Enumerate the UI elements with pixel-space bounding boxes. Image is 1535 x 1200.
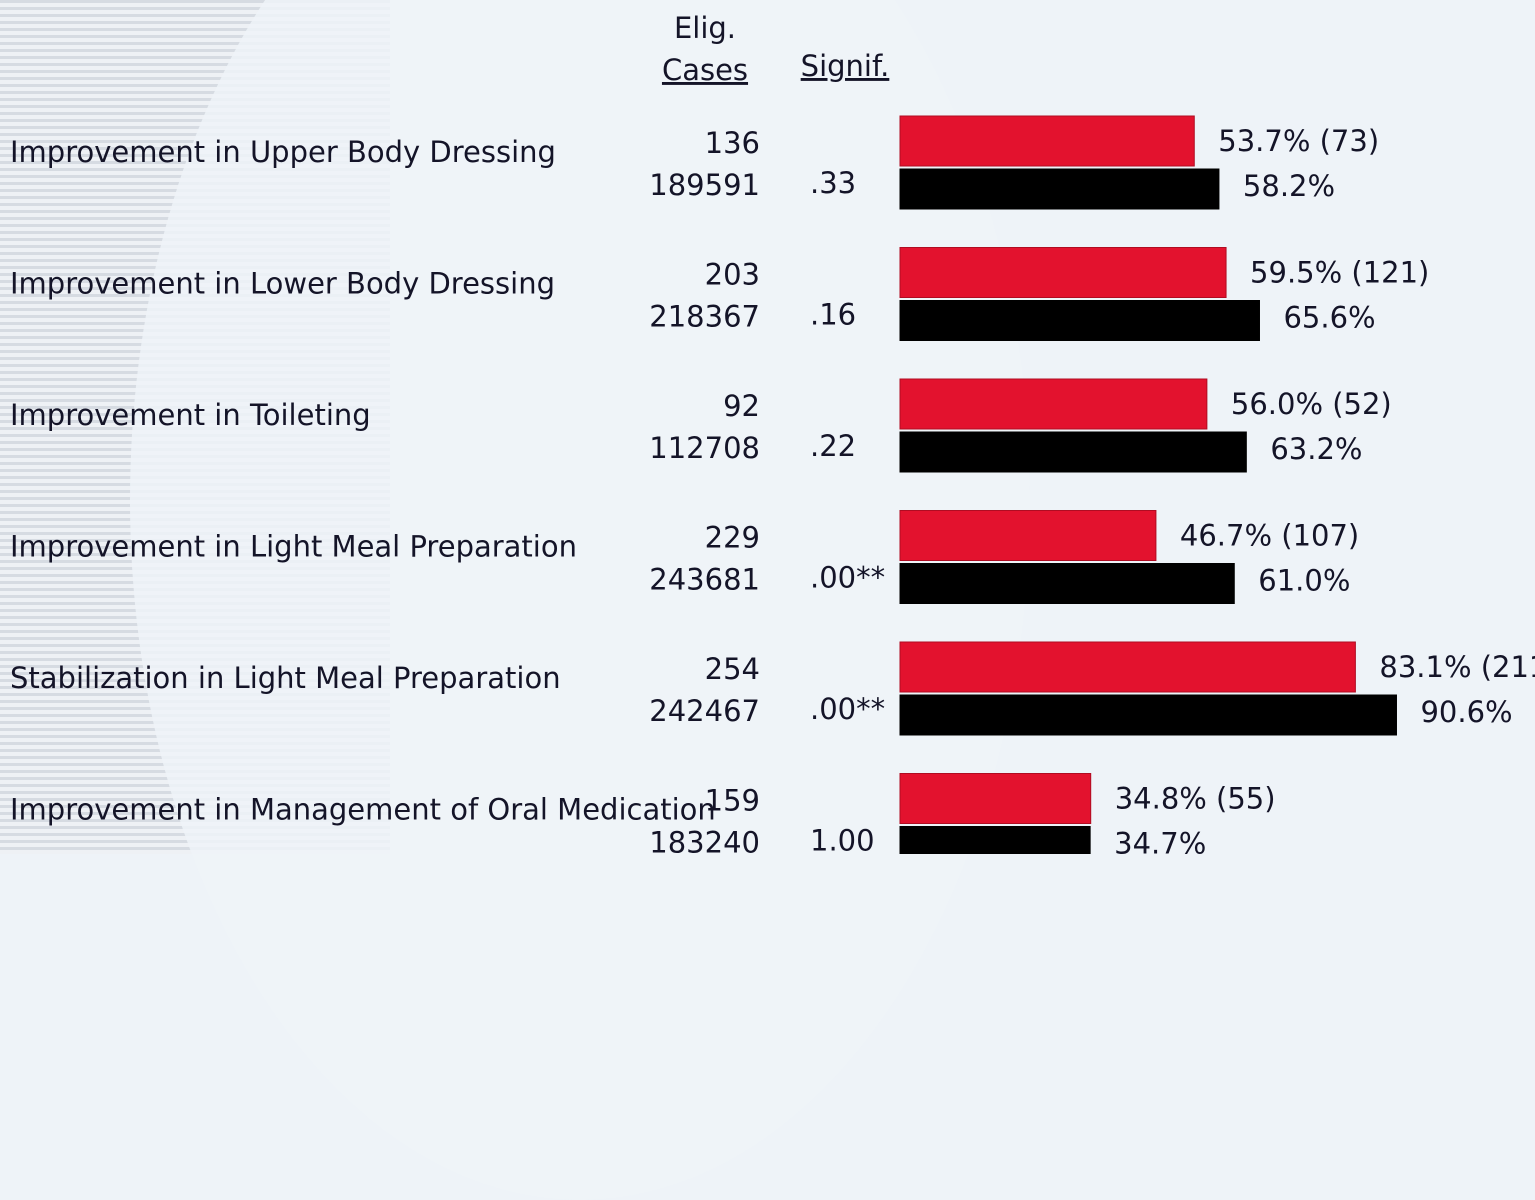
agency-cases: 229: [705, 521, 760, 555]
agency-cases: 203: [705, 258, 760, 292]
chart: Elig. Cases Signif. Improvement in Upper…: [10, 11, 1535, 855]
reference-cases: 218367: [649, 300, 760, 334]
row-label: Improvement in Light Meal Preparation: [10, 530, 577, 564]
signif-header: Signif.: [801, 49, 890, 83]
reference-bar: [899, 563, 1235, 604]
agency-cases: 159: [705, 784, 760, 818]
reference-bar: [899, 694, 1397, 736]
value-label: 61.0%: [1258, 564, 1350, 598]
reference-cases: 243681: [649, 563, 760, 597]
reference-cases: 189591: [649, 168, 760, 202]
value-label: 83.1% (211): [1379, 650, 1535, 684]
value-label: 53.7% (73): [1218, 124, 1379, 158]
value-label: 58.2%: [1243, 169, 1335, 203]
significance: 1.00: [810, 824, 875, 855]
agency-bar: [899, 510, 1157, 561]
significance: .22: [810, 429, 856, 463]
cases-header: Elig.: [674, 11, 736, 45]
agency-bar: [899, 115, 1195, 167]
reference-cases: 112708: [649, 431, 760, 465]
row-label: Stabilization in Light Meal Preparation: [10, 661, 561, 695]
row-label: Improvement in Lower Body Dressing: [10, 267, 555, 301]
reference-bar: [899, 300, 1260, 341]
significance: .16: [810, 298, 856, 332]
value-label: 34.7%: [1114, 827, 1206, 855]
value-label: 63.2%: [1270, 432, 1362, 466]
row-label: Improvement in Toileting: [10, 398, 371, 432]
value-label: 46.7% (107): [1180, 519, 1359, 553]
reference-bar: [899, 826, 1091, 854]
agency-cases: 92: [723, 389, 760, 423]
significance: .00**: [810, 561, 885, 595]
reference-bar: [899, 168, 1220, 210]
value-label: 65.6%: [1283, 301, 1375, 335]
reference-cases: 183240: [649, 826, 760, 855]
agency-bar: [899, 641, 1356, 693]
significance: .33: [810, 166, 856, 200]
value-label: 56.0% (52): [1231, 387, 1392, 421]
cases-header: Cases: [662, 53, 748, 87]
agency-cases: 254: [705, 652, 760, 686]
reference-cases: 242467: [649, 694, 760, 728]
significance: .00**: [810, 692, 885, 726]
value-label: 90.6%: [1420, 695, 1512, 729]
agency-bar: [899, 247, 1227, 298]
row-label: Improvement in Upper Body Dressing: [10, 135, 556, 169]
reference-bar: [899, 431, 1247, 473]
agency-bar: [899, 773, 1092, 824]
agency-cases: 136: [705, 126, 760, 160]
value-label: 59.5% (121): [1250, 256, 1429, 290]
row-label: Improvement in Management of Oral Medica…: [10, 793, 716, 827]
value-label: 34.8% (55): [1115, 782, 1276, 816]
agency-bar: [899, 378, 1208, 430]
